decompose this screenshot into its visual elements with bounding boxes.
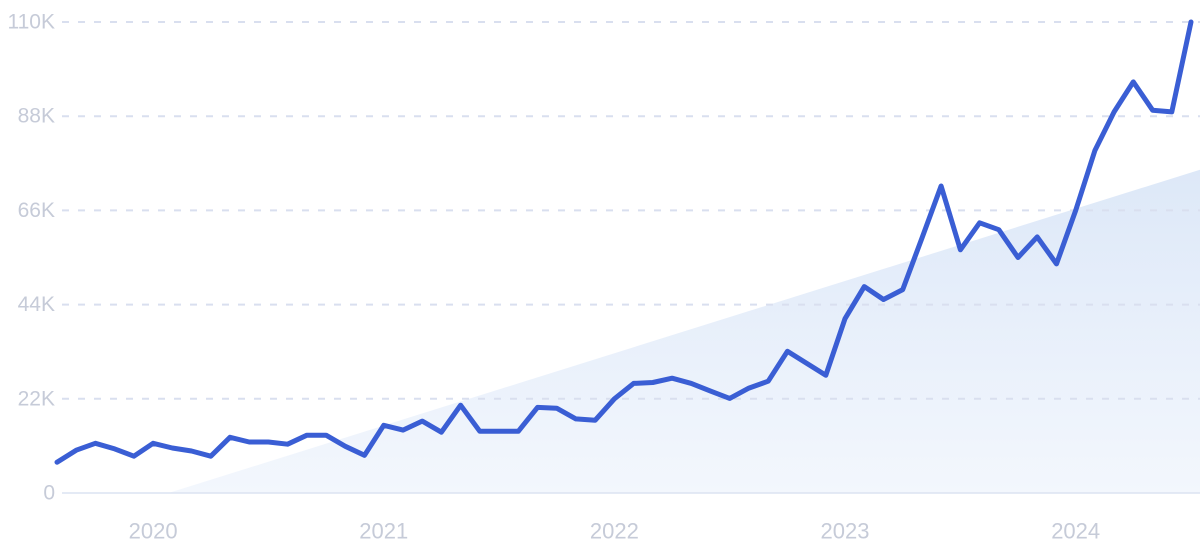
y-tick-label: 88K bbox=[18, 105, 55, 128]
y-tick-label: 0 bbox=[43, 482, 55, 505]
y-tick-label: 44K bbox=[18, 293, 55, 316]
x-tick-label: 2023 bbox=[821, 519, 870, 544]
x-tick-label: 2021 bbox=[359, 519, 408, 544]
x-tick-label: 2020 bbox=[129, 519, 178, 544]
y-tick-label: 66K bbox=[18, 199, 55, 222]
y-tick-label: 110K bbox=[8, 11, 56, 34]
trend-line bbox=[54, 19, 1194, 465]
trend-band bbox=[168, 169, 1200, 494]
x-tick-label: 2022 bbox=[590, 519, 639, 544]
x-tick-label: 2024 bbox=[1051, 519, 1100, 544]
y-tick-label: 22K bbox=[18, 387, 55, 410]
